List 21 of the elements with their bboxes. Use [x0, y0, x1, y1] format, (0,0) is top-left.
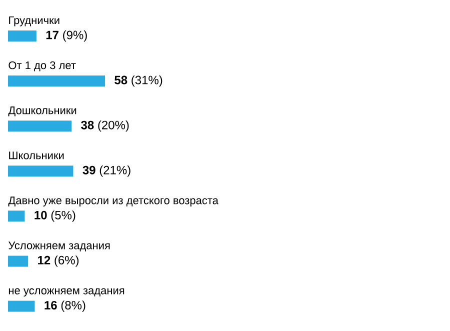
bar: [8, 166, 74, 177]
bar: [8, 30, 36, 42]
bar: [8, 256, 28, 267]
data-label: 39 (21%): [82, 166, 130, 177]
y-tick-label: не усложняем задания: [8, 288, 124, 297]
data-label: 58 (31%): [114, 75, 162, 87]
data-label: 10 (5%): [34, 210, 76, 222]
bar: [8, 120, 72, 132]
bar: [8, 210, 25, 222]
y-tick-label: Давно уже выросли из детского возраста: [8, 196, 218, 206]
data-label: 38 (20%): [81, 120, 129, 132]
y-tick-label: Школьники: [9, 152, 64, 160]
bar: [8, 300, 35, 312]
y-tick-label: От 1 до 3 лет: [8, 61, 76, 72]
y-tick-label: Дошкольники: [8, 106, 76, 116]
data-label: 17 (9%): [46, 30, 87, 42]
data-label: 12 (6%): [38, 256, 79, 267]
bar: [8, 76, 105, 87]
data-label: 16 (8%): [44, 300, 86, 312]
y-tick-label: Груднички: [9, 16, 60, 26]
y-tick-label: Усложняем задания: [8, 242, 110, 252]
